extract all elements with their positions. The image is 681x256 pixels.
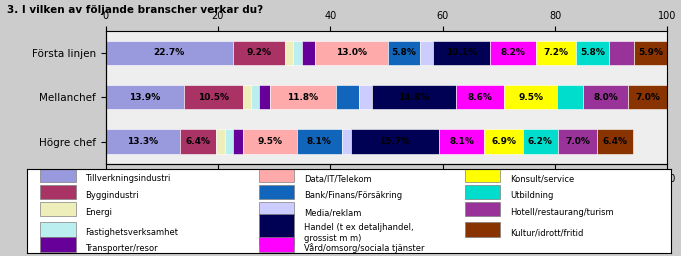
- Bar: [259, 85, 270, 110]
- Bar: [40, 168, 76, 183]
- Bar: [342, 130, 351, 154]
- Bar: [40, 202, 76, 216]
- Text: 7.0%: 7.0%: [565, 137, 590, 146]
- Text: Utbildning: Utbildning: [510, 191, 553, 200]
- Text: 22.7%: 22.7%: [154, 48, 185, 57]
- Bar: [583, 85, 628, 110]
- Text: 13.3%: 13.3%: [127, 137, 159, 146]
- Bar: [243, 130, 297, 154]
- Bar: [465, 222, 501, 237]
- Bar: [336, 85, 360, 110]
- Text: 3. I vilken av följande branscher verkar du?: 3. I vilken av följande branscher verkar…: [7, 5, 263, 15]
- Text: 10.5%: 10.5%: [197, 93, 229, 102]
- Text: 8.0%: 8.0%: [593, 93, 618, 102]
- Bar: [285, 41, 294, 65]
- Text: 5.9%: 5.9%: [638, 48, 663, 57]
- Bar: [351, 130, 439, 154]
- Bar: [270, 85, 336, 110]
- Bar: [242, 85, 251, 110]
- Text: 8.6%: 8.6%: [467, 93, 492, 102]
- Bar: [233, 130, 243, 154]
- Text: Byggindustri: Byggindustri: [85, 191, 139, 200]
- Bar: [40, 237, 76, 252]
- Text: 10.1%: 10.1%: [446, 48, 477, 57]
- Text: 15.7%: 15.7%: [379, 137, 410, 146]
- Text: Tillverkningsindustri: Tillverkningsindustri: [85, 174, 170, 183]
- Bar: [360, 85, 373, 110]
- Text: 7.2%: 7.2%: [543, 48, 569, 57]
- Bar: [259, 168, 294, 183]
- Bar: [233, 41, 285, 65]
- Text: Vård/omsorg/sociala tjänster: Vård/omsorg/sociala tjänster: [304, 243, 424, 253]
- Bar: [557, 85, 583, 110]
- Bar: [315, 41, 387, 65]
- Text: Fastighetsverksamhet: Fastighetsverksamhet: [85, 228, 178, 238]
- Text: Media/reklam: Media/reklam: [304, 208, 362, 217]
- Text: 5.8%: 5.8%: [392, 48, 416, 57]
- Bar: [180, 130, 217, 154]
- Text: Transporter/resor: Transporter/resor: [85, 244, 158, 253]
- Bar: [456, 85, 504, 110]
- Text: Bank/Finans/Försäkring: Bank/Finans/Försäkring: [304, 191, 402, 200]
- Bar: [40, 222, 76, 237]
- Text: 8.1%: 8.1%: [307, 137, 332, 146]
- Bar: [465, 168, 501, 183]
- Text: Hotell/restaurang/turism: Hotell/restaurang/turism: [510, 208, 614, 217]
- Bar: [597, 130, 633, 154]
- Bar: [251, 85, 259, 110]
- Bar: [609, 41, 634, 65]
- Bar: [484, 130, 523, 154]
- Text: 6.9%: 6.9%: [491, 137, 516, 146]
- Text: Energi: Energi: [85, 208, 112, 217]
- Bar: [420, 41, 433, 65]
- Bar: [373, 85, 456, 110]
- Text: 6.4%: 6.4%: [603, 137, 628, 146]
- Bar: [184, 85, 242, 110]
- Bar: [259, 185, 294, 199]
- Text: 13.9%: 13.9%: [129, 93, 160, 102]
- Bar: [504, 85, 557, 110]
- Bar: [536, 41, 576, 65]
- Text: 8.1%: 8.1%: [449, 137, 474, 146]
- Bar: [558, 130, 597, 154]
- Bar: [465, 185, 501, 199]
- Text: 6.2%: 6.2%: [528, 137, 553, 146]
- Bar: [628, 85, 667, 110]
- Bar: [217, 130, 225, 154]
- Text: 9.2%: 9.2%: [247, 48, 272, 57]
- Bar: [523, 130, 558, 154]
- Bar: [634, 41, 667, 65]
- Text: 11.8%: 11.8%: [287, 93, 318, 102]
- Text: 8.2%: 8.2%: [501, 48, 525, 57]
- Text: Konsult/service: Konsult/service: [510, 174, 574, 183]
- Bar: [490, 41, 536, 65]
- Text: 6.4%: 6.4%: [186, 137, 210, 146]
- Text: 9.5%: 9.5%: [518, 93, 543, 102]
- Bar: [106, 41, 233, 65]
- Bar: [302, 41, 315, 65]
- Bar: [259, 202, 294, 216]
- Bar: [387, 41, 420, 65]
- Bar: [259, 237, 294, 252]
- Bar: [433, 41, 490, 65]
- Bar: [106, 130, 180, 154]
- Bar: [225, 130, 233, 154]
- Text: 5.8%: 5.8%: [580, 48, 605, 57]
- Bar: [576, 41, 609, 65]
- Text: Kultur/idrott/fritid: Kultur/idrott/fritid: [510, 228, 583, 238]
- Bar: [259, 214, 294, 245]
- Text: 14.8%: 14.8%: [398, 93, 430, 102]
- Text: 13.0%: 13.0%: [336, 48, 366, 57]
- Text: 7.0%: 7.0%: [635, 93, 660, 102]
- Text: Data/IT/Telekom: Data/IT/Telekom: [304, 174, 372, 183]
- Text: Handel (t ex detaljhandel,
grossist m m): Handel (t ex detaljhandel, grossist m m): [304, 223, 413, 243]
- Bar: [297, 130, 342, 154]
- Bar: [439, 130, 484, 154]
- Bar: [294, 41, 302, 65]
- Bar: [106, 85, 184, 110]
- Bar: [465, 202, 501, 216]
- Text: 9.5%: 9.5%: [257, 137, 283, 146]
- Bar: [40, 185, 76, 199]
